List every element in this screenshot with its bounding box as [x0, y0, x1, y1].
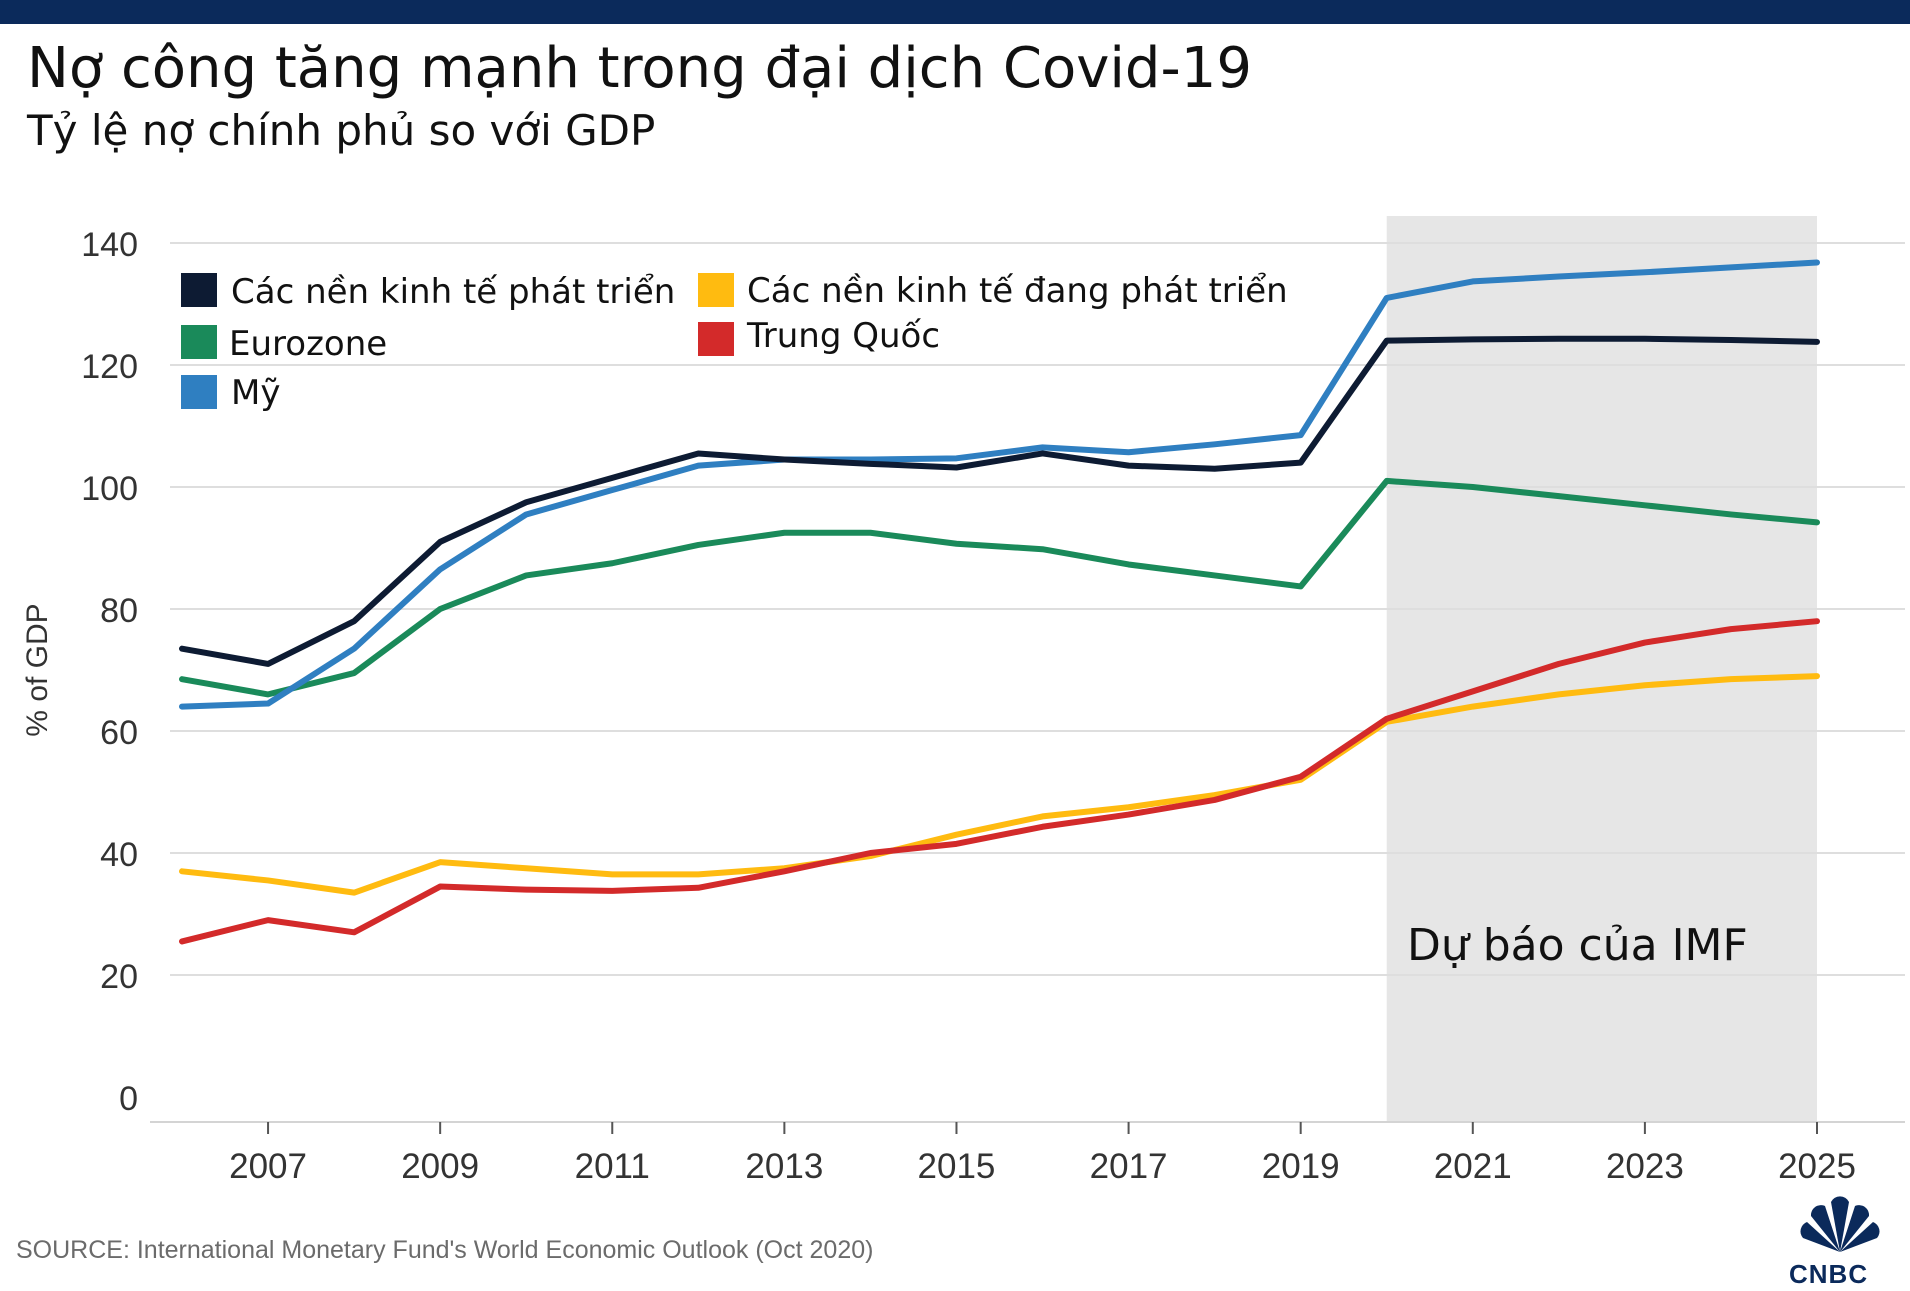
- x-tick-label: 2019: [1262, 1147, 1340, 1186]
- y-tick-label: 120: [81, 348, 138, 386]
- nbc-peacock-logo: [1800, 1196, 1880, 1252]
- legend-swatch: [181, 375, 217, 409]
- legend-swatch: [698, 322, 734, 356]
- x-tick-label: 2023: [1606, 1147, 1684, 1186]
- cnbc-logo-text: CNBC: [1789, 1259, 1869, 1289]
- y-tick-label: 0: [119, 1080, 138, 1118]
- top-bar: [0, 0, 1910, 24]
- x-tick-label: 2025: [1778, 1147, 1856, 1186]
- y-axis-label: % of GDP: [21, 603, 54, 736]
- forecast-label: Dự báo của IMF: [1407, 920, 1748, 971]
- x-tick-label: 2015: [918, 1147, 996, 1186]
- legend-label: Trung Quốc: [746, 316, 940, 356]
- series-line-3: [179, 259, 1820, 710]
- forecast-region: [1386, 216, 1817, 1122]
- legend-swatch: [181, 273, 217, 307]
- y-tick-label: 20: [100, 958, 138, 996]
- chart-title: Nợ công tăng mạnh trong đại dịch Covid-1…: [27, 36, 1252, 101]
- series-line-1: [179, 335, 1820, 667]
- series-line-5: [179, 618, 1820, 945]
- legend-label: Mỹ: [231, 373, 280, 413]
- y-tick-label: 60: [100, 714, 138, 752]
- x-tick-label: 2007: [229, 1147, 307, 1186]
- y-tick-label: 140: [81, 226, 138, 264]
- series-line-2: [179, 477, 1820, 698]
- legend-swatch: [181, 325, 217, 359]
- x-tick-label: 2017: [1090, 1147, 1168, 1186]
- x-tick-label: 2009: [401, 1147, 479, 1186]
- y-tick-label: 100: [81, 470, 138, 508]
- y-tick-label: 80: [100, 592, 138, 630]
- series-line-4: [179, 673, 1820, 896]
- x-tick-label: 2013: [745, 1147, 823, 1186]
- x-tick-label: 2021: [1434, 1147, 1512, 1186]
- legend-label: Các nền kinh tế đang phát triển: [747, 271, 1288, 311]
- y-tick-label: 40: [100, 836, 138, 874]
- source-note: SOURCE: International Monetary Fund's Wo…: [16, 1236, 874, 1264]
- legend-swatch: [698, 273, 734, 307]
- x-tick-label: 2011: [575, 1147, 650, 1186]
- legend-label: Các nền kinh tế phát triển: [231, 272, 675, 312]
- chart-subtitle: Tỷ lệ nợ chính phủ so với GDP: [27, 106, 656, 155]
- legend-label: Eurozone: [229, 324, 387, 364]
